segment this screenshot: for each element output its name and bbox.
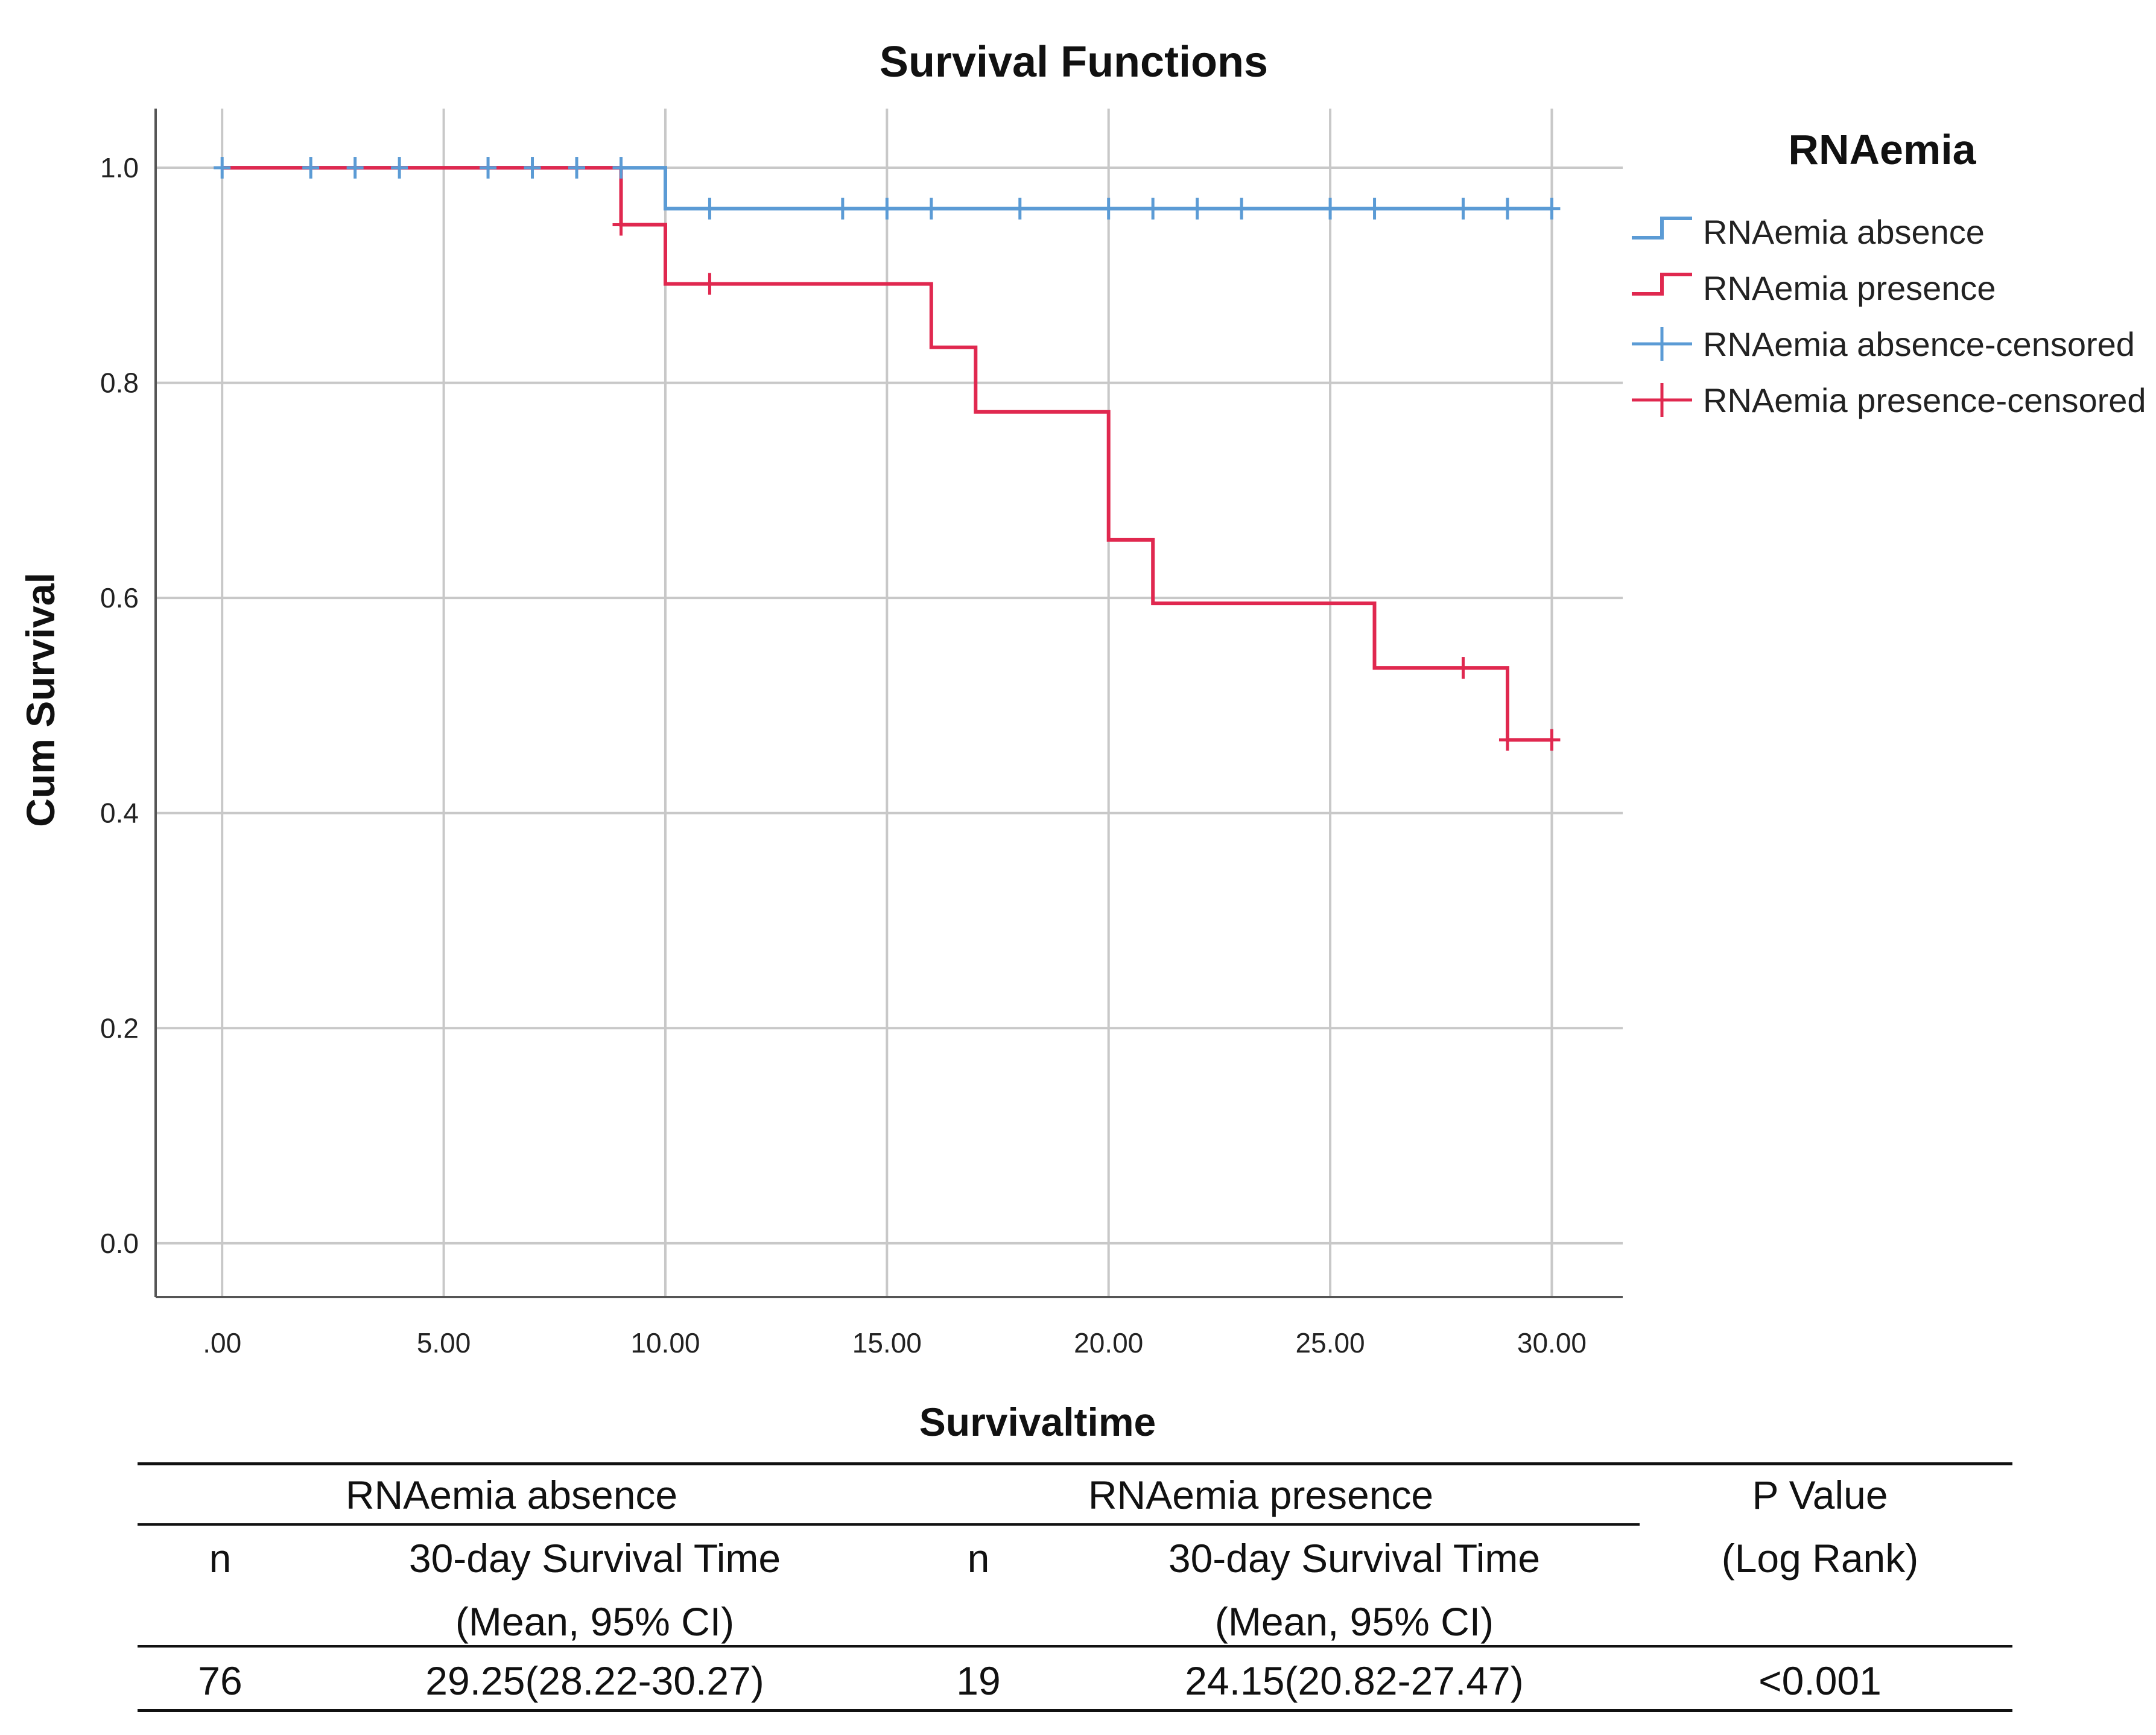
censor-mark-absence [346, 157, 364, 179]
x-tick-label: 10.00 [630, 1327, 700, 1359]
x-tick-label: 15.00 [852, 1327, 922, 1359]
legend-step-swatch [1632, 217, 1692, 239]
pvalue-header-sub: (Log Rank) [1721, 1536, 1919, 1581]
presence-survival-value: 24.15(20.82-27.47) [1185, 1658, 1524, 1703]
censor-mark-absence [834, 197, 851, 220]
x-tick-label: 25.00 [1296, 1327, 1365, 1359]
legend-label: RNAemia presence-censored [1703, 381, 2146, 419]
censor-mark-absence [1233, 197, 1251, 220]
y-tick-label: 0.4 [100, 798, 139, 829]
axes [154, 109, 1623, 1298]
legend-title: RNAemia [1788, 126, 1976, 173]
presence-survival-header: 30-day Survival Time [1168, 1536, 1541, 1581]
x-tick-label: 5.00 [417, 1327, 471, 1359]
censor-mark-absence [1322, 197, 1339, 220]
absence-survival-header: 30-day Survival Time [408, 1536, 781, 1581]
absence-survival-value: 29.25(28.22-30.27) [425, 1658, 764, 1703]
x-tick-label: 20.00 [1074, 1327, 1143, 1359]
censor-mark-absence [1366, 197, 1383, 220]
y-tick-label: 0.6 [100, 582, 139, 614]
legend-item-presence: RNAemia presence [1632, 269, 1996, 307]
table-top-rule [138, 1462, 2012, 1465]
presence-n-header: n [967, 1536, 990, 1581]
legend-item-absence-censored: RNAemia absence-censored [1632, 325, 2135, 363]
censor-mark-absence [568, 157, 586, 179]
group-header-rule [138, 1523, 1640, 1526]
legend-label: RNAemia absence-censored [1703, 325, 2135, 363]
x-axis-label: Survivaltime [919, 1400, 1156, 1444]
censor-mark-presence [1543, 729, 1561, 751]
table-bottom-rule [138, 1709, 2012, 1712]
legend-label: RNAemia presence [1703, 269, 1996, 307]
censor-mark-presence [701, 273, 718, 295]
presence-group-header: RNAemia presence [1088, 1473, 1434, 1517]
legend-step-swatch [1632, 273, 1692, 296]
censor-mark-presence [612, 214, 630, 236]
chart-title: Survival Functions [880, 38, 1268, 86]
gridlines [156, 109, 1623, 1297]
absence-survival-subheader: (Mean, 95% CI) [455, 1599, 735, 1644]
x-tick-labels: .00 5.00 10.00 15.00 20.00 25.00 30.00 [203, 1327, 1587, 1359]
censor-mark-absence [612, 157, 630, 179]
censor-mark-absence [1100, 197, 1117, 220]
legend-label: RNAemia absence [1703, 213, 1985, 251]
presence-survival-subheader: (Mean, 95% CI) [1214, 1599, 1494, 1644]
presence-n-value: 19 [956, 1658, 1001, 1703]
censor-mark-absence [524, 157, 541, 179]
legend-item-presence-censored: RNAemia presence-censored [1632, 381, 2146, 419]
censor-mark-absence [1011, 197, 1029, 220]
censor-mark-absence [1188, 197, 1206, 220]
y-tick-label: 0.0 [100, 1228, 139, 1259]
p-value: <0.001 [1758, 1658, 1882, 1703]
censor-mark-absence [480, 157, 497, 179]
pvalue-header: P Value [1752, 1473, 1888, 1517]
series-line-presence [222, 166, 1552, 742]
censor-mark-absence [391, 157, 408, 179]
censor-mark-absence [1498, 197, 1516, 220]
censor-mark-absence [922, 197, 940, 220]
censor-mark-absence [302, 157, 320, 179]
header-bottom-rule [138, 1645, 2012, 1648]
censored-markers [214, 157, 1561, 751]
x-tick-label: .00 [203, 1327, 241, 1359]
legend: RNAemia RNAemia absence RNAemia presence R… [1632, 126, 2146, 419]
censor-mark-presence [1498, 729, 1516, 751]
y-tick-label: 0.8 [100, 367, 139, 399]
censor-mark-absence [1543, 197, 1561, 220]
y-tick-labels: 0.0 0.2 0.4 0.6 0.8 1.0 [100, 152, 139, 1259]
censor-mark-presence [1454, 657, 1472, 679]
y-axis-label: Cum Survival [18, 573, 63, 827]
legend-item-absence: RNAemia absence [1632, 213, 1985, 251]
censor-mark-absence [1454, 197, 1472, 220]
absence-n-header: n [209, 1536, 232, 1581]
x-tick-label: 30.00 [1517, 1327, 1587, 1359]
censor-mark-absence [1144, 197, 1162, 220]
absence-n-value: 76 [198, 1658, 243, 1703]
y-tick-label: 0.2 [100, 1012, 139, 1044]
y-tick-label: 1.0 [100, 152, 139, 183]
censor-mark-absence [214, 157, 231, 179]
censor-mark-absence [878, 197, 896, 220]
absence-group-header: RNAemia absence [345, 1473, 678, 1517]
censor-mark-absence [701, 197, 718, 220]
